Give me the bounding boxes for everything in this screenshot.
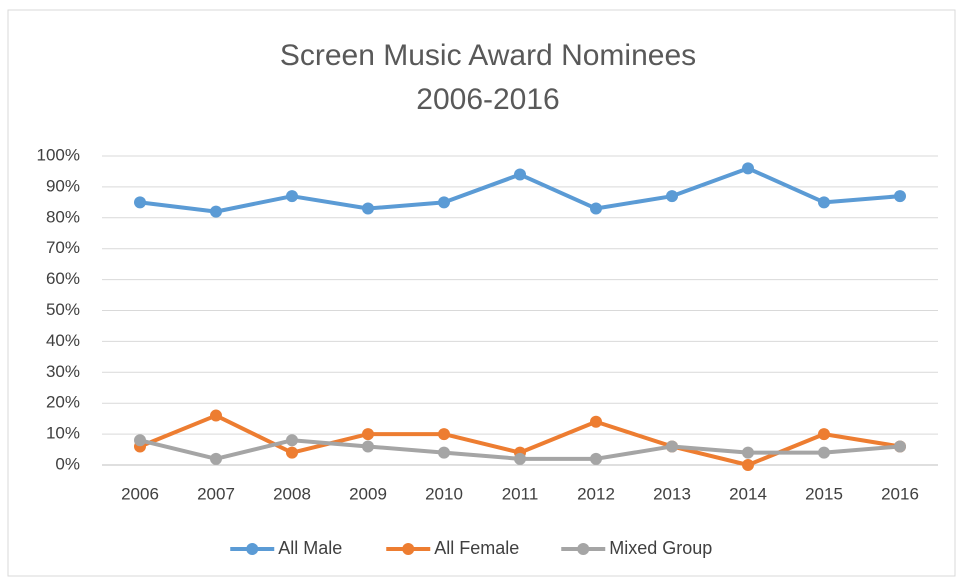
data-point [362,428,374,441]
y-tick-label: 100% [37,145,80,164]
x-tick-label: 2014 [729,484,767,503]
chart-subtitle: 2006-2016 [416,83,559,116]
legend-label: Mixed Group [609,538,712,558]
data-point [210,452,222,465]
data-point [438,428,450,441]
y-tick-label: 70% [46,238,80,257]
x-tick-label: 2013 [653,484,691,503]
legend-label: All Male [278,538,342,558]
data-point [362,202,374,215]
y-tick-label: 10% [46,424,80,443]
data-point [818,446,830,459]
x-tick-label: 2010 [425,484,463,503]
data-point [590,202,602,215]
data-point [134,434,146,447]
x-tick-label: 2011 [502,484,539,503]
y-tick-label: 20% [46,393,80,412]
data-point [590,452,602,465]
data-point [894,190,906,203]
x-tick-label: 2009 [349,484,387,503]
legend-label: All Female [434,538,519,558]
data-point [818,428,830,441]
data-point [438,196,450,209]
x-tick-label: 2006 [121,484,159,503]
data-point [590,415,602,428]
legend-marker [577,543,590,555]
y-tick-label: 50% [46,300,80,319]
x-tick-label: 2008 [273,484,311,503]
y-tick-label: 60% [46,269,80,288]
y-tick-label: 90% [46,176,80,195]
data-point [742,162,754,175]
data-point [818,196,830,209]
chart-border [7,9,956,577]
data-point [666,190,678,203]
y-tick-label: 40% [46,331,80,350]
y-tick-label: 30% [46,362,80,381]
data-point [742,446,754,459]
legend-marker [402,543,415,555]
data-point [514,168,526,181]
data-point [362,440,374,453]
data-point [286,434,298,447]
data-point [134,196,146,209]
legend-marker [246,543,259,555]
data-point [210,205,222,218]
data-point [894,440,906,453]
data-point [438,446,450,459]
y-tick-label: 80% [46,207,80,226]
data-point [286,190,298,203]
x-tick-label: 2015 [805,484,843,503]
x-tick-label: 2016 [881,484,919,503]
data-point [742,459,754,471]
data-point [286,446,298,459]
x-tick-label: 2012 [577,484,615,503]
data-point [514,452,526,465]
x-tick-label: 2007 [197,484,235,503]
data-point [666,440,678,453]
chart-title: Screen Music Award Nominees [280,39,696,72]
y-tick-label: 0% [55,454,80,473]
data-point [210,409,222,422]
